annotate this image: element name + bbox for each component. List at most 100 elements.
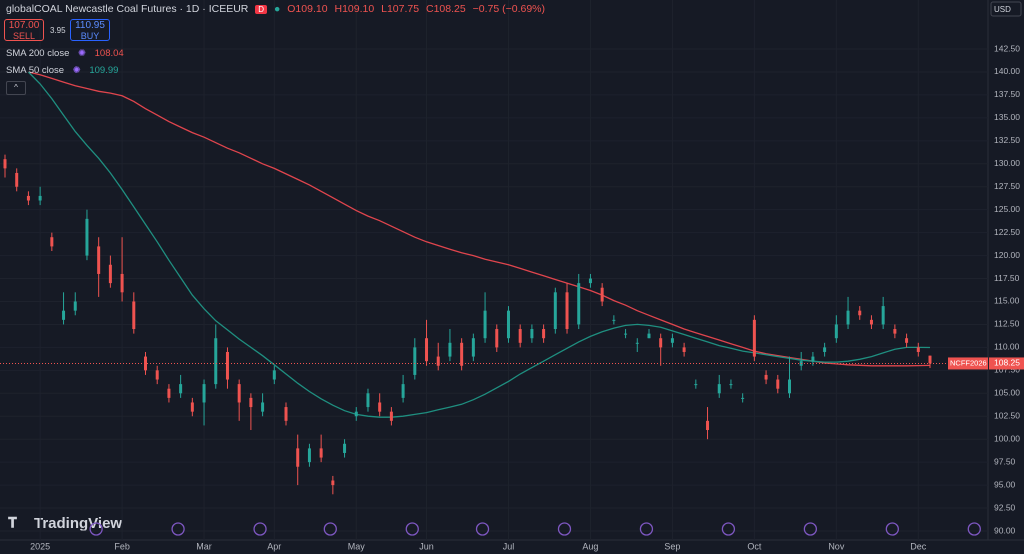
y-tick-label: 127.50 xyxy=(994,181,1020,191)
header: globalCOAL Newcastle Coal Futures · 1D ·… xyxy=(6,3,549,15)
candle-body xyxy=(144,356,148,371)
candle-body xyxy=(729,384,733,386)
event-marker[interactable] xyxy=(323,522,337,536)
candle-body xyxy=(682,347,686,352)
candle-body xyxy=(905,338,909,343)
candle-body xyxy=(846,310,850,325)
candle-body xyxy=(272,370,276,380)
candle-body xyxy=(776,379,780,389)
indicator: SMA 50 close ✺ 109.99 xyxy=(6,65,118,76)
ohlc-low: L107.75 xyxy=(381,3,420,15)
sell-button[interactable]: 107.00 SELL xyxy=(4,19,44,41)
y-tick-label: 117.50 xyxy=(994,273,1020,283)
event-marker[interactable] xyxy=(475,522,490,536)
sell-price: 107.00 xyxy=(8,20,40,31)
candle-body xyxy=(858,310,862,316)
y-tick-label: 102.50 xyxy=(994,410,1020,420)
buy-button[interactable]: 110.95 BUY xyxy=(70,19,110,41)
candle-body xyxy=(869,319,873,325)
indicator-value: 109.99 xyxy=(89,65,119,76)
candle-body xyxy=(307,448,311,463)
event-marker[interactable] xyxy=(171,522,185,536)
candle-body xyxy=(167,388,171,398)
collapse-button[interactable]: ^ xyxy=(6,81,26,95)
candle-body xyxy=(506,310,510,339)
candle-body xyxy=(612,319,616,321)
event-marker[interactable] xyxy=(405,522,419,536)
x-tick-label: May xyxy=(348,541,366,551)
indicator-icon[interactable]: ✺ xyxy=(72,65,81,76)
candle-body xyxy=(741,397,745,399)
candle-body xyxy=(155,370,159,380)
y-tick-label: 100.00 xyxy=(994,433,1020,443)
x-tick-label: Dec xyxy=(910,541,927,551)
x-tick-label: Apr xyxy=(267,541,281,551)
candle-body xyxy=(132,301,136,330)
candle-body xyxy=(495,329,499,348)
candle-body xyxy=(190,402,194,412)
currency: USD xyxy=(994,5,1011,14)
candle-body xyxy=(752,319,756,357)
candle-body xyxy=(787,379,791,394)
logo-icon: 𝐓 xyxy=(8,515,17,531)
last-price-label: 108.25 xyxy=(994,358,1020,368)
price-axis-panel xyxy=(988,0,1024,554)
candle-body xyxy=(565,292,569,330)
candle-body xyxy=(881,306,885,325)
candle-body xyxy=(261,402,265,412)
y-tick-label: 95.00 xyxy=(994,479,1016,489)
buy-label: BUY xyxy=(80,31,100,41)
y-tick-label: 115.00 xyxy=(994,296,1020,306)
x-tick-label: Oct xyxy=(747,541,762,551)
candle-body xyxy=(893,329,897,334)
candle-body xyxy=(284,407,288,421)
candle-body xyxy=(659,338,663,348)
event-marker[interactable] xyxy=(721,522,736,536)
x-tick-label: Sep xyxy=(664,541,680,551)
event-marker[interactable] xyxy=(803,522,818,536)
x-tick-label: Mar xyxy=(196,541,212,551)
candle-body xyxy=(378,402,382,412)
event-marker[interactable] xyxy=(557,522,572,536)
candle-body xyxy=(85,218,89,256)
spread: 3.95 xyxy=(50,26,66,35)
event-marker[interactable] xyxy=(89,522,103,536)
indicator-icon[interactable]: ✺ xyxy=(78,48,86,59)
indicator-name: SMA 200 close xyxy=(6,48,70,59)
x-tick-label: Jul xyxy=(503,541,515,551)
candle-body xyxy=(343,443,347,453)
candle-body xyxy=(38,195,42,201)
y-tick-label: 105.00 xyxy=(994,388,1020,398)
candle-body xyxy=(237,384,241,403)
price-tag-bg xyxy=(989,357,1024,370)
y-tick-label: 110.00 xyxy=(994,342,1020,352)
candle-body xyxy=(518,329,522,343)
x-tick-label: Nov xyxy=(828,541,845,551)
logo: TradingView xyxy=(34,515,122,532)
y-tick-label: 140.00 xyxy=(994,66,1020,76)
event-marker[interactable] xyxy=(253,522,267,536)
event-marker[interactable] xyxy=(885,522,899,536)
y-tick-label: 132.50 xyxy=(994,135,1020,145)
candle-body xyxy=(389,411,393,421)
y-tick-label: 97.50 xyxy=(994,456,1016,466)
candle-body xyxy=(764,374,768,380)
event-marker[interactable] xyxy=(639,522,654,536)
candle-body xyxy=(97,246,101,274)
candle-body xyxy=(706,420,710,431)
candle-body xyxy=(319,448,323,458)
x-tick-label: Aug xyxy=(582,541,598,551)
candle-body xyxy=(624,333,628,335)
y-tick-label: 120.00 xyxy=(994,250,1020,260)
candle-body xyxy=(436,356,440,366)
symbol-title: globalCOAL Newcastle Coal Futures · 1D ·… xyxy=(6,3,249,15)
candle-body xyxy=(3,159,7,169)
candle-body xyxy=(73,301,77,311)
event-marker[interactable] xyxy=(967,522,981,536)
candle-body xyxy=(823,347,827,352)
currency-button[interactable] xyxy=(990,1,1022,17)
y-tick-label: 122.50 xyxy=(994,227,1020,237)
plot xyxy=(0,71,988,536)
candle-body xyxy=(249,397,253,408)
